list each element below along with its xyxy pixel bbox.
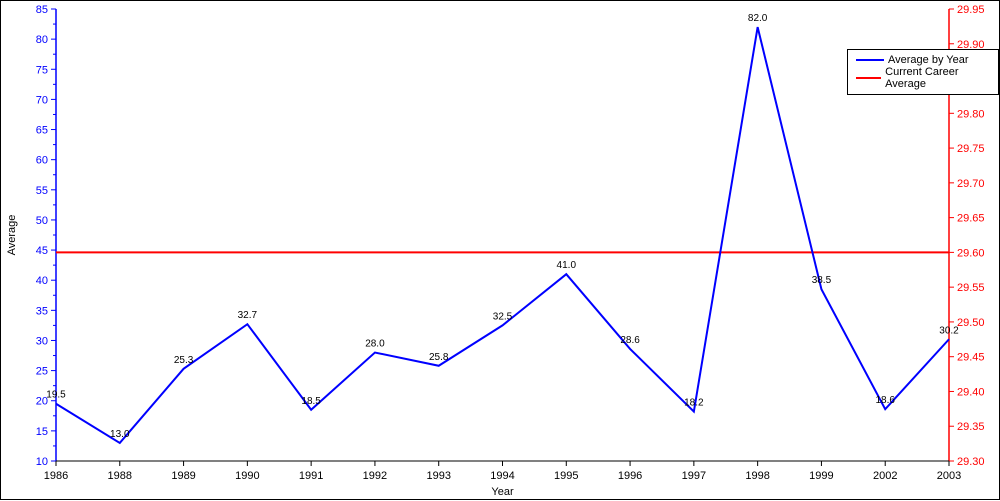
legend-row-average: Average by Year — [856, 54, 990, 66]
y-right-tick-label: 29.75 — [957, 143, 985, 155]
legend: Average by YearCurrent Career Average — [847, 49, 999, 95]
data-point-label: 41.0 — [557, 260, 577, 271]
y-right-tick-label: 29.50 — [957, 317, 985, 329]
x-tick-label: 2002 — [873, 470, 897, 482]
data-point-label: 32.7 — [238, 310, 258, 321]
legend-label-career: Current Career Average — [885, 66, 990, 90]
y-right-tick-label: 29.55 — [957, 282, 985, 294]
data-point-label: 32.5 — [493, 311, 513, 322]
data-point-label: 18.2 — [684, 398, 704, 409]
data-point-label: 18.5 — [301, 396, 321, 407]
data-point-label: 18.6 — [875, 395, 895, 406]
x-tick-label: 1999 — [809, 470, 833, 482]
x-tick-label: 1993 — [426, 470, 450, 482]
legend-swatch-career — [856, 77, 881, 79]
y-right-tick-label: 29.95 — [957, 4, 985, 16]
x-tick-label: 1986 — [44, 470, 68, 482]
y-left-tick-label: 30 — [36, 335, 48, 347]
y-axis-title: Average — [6, 215, 18, 256]
data-point-label: 28.6 — [620, 335, 640, 346]
y-right-tick-label: 29.45 — [957, 352, 985, 364]
x-tick-label: 1995 — [554, 470, 578, 482]
y-right-tick-label: 29.60 — [957, 247, 985, 259]
x-tick-label: 1996 — [618, 470, 642, 482]
data-point-label: 13.0 — [110, 429, 130, 440]
y-left-tick-label: 70 — [36, 94, 48, 106]
y-left-tick-label: 85 — [36, 4, 48, 16]
y-right-tick-label: 29.80 — [957, 108, 985, 120]
y-right-tick-label: 29.35 — [957, 421, 985, 433]
data-point-label: 28.0 — [365, 339, 385, 350]
y-left-tick-label: 45 — [36, 245, 48, 257]
y-right-tick-label: 29.40 — [957, 386, 985, 398]
legend-label-average: Average by Year — [888, 54, 969, 66]
y-right-tick-label: 29.65 — [957, 213, 985, 225]
x-tick-label: 1994 — [490, 470, 514, 482]
data-point-label: 25.3 — [174, 355, 194, 366]
x-tick-label: 1991 — [299, 470, 323, 482]
y-right-tick-label: 29.70 — [957, 178, 985, 190]
x-tick-label: 1998 — [745, 470, 769, 482]
y-left-tick-label: 35 — [36, 305, 48, 317]
x-tick-label: 1988 — [108, 470, 132, 482]
y-left-tick-label: 55 — [36, 185, 48, 197]
x-tick-label: 2003 — [937, 470, 961, 482]
y-left-tick-label: 15 — [36, 426, 48, 438]
y-left-tick-label: 80 — [36, 34, 48, 46]
y-left-tick-label: 25 — [36, 366, 48, 378]
x-tick-label: 1997 — [682, 470, 706, 482]
x-axis-title: Year — [491, 486, 514, 498]
y-left-tick-label: 50 — [36, 215, 48, 227]
data-point-label: 30.2 — [939, 325, 959, 336]
y-left-tick-label: 40 — [36, 275, 48, 287]
legend-row-career: Current Career Average — [856, 66, 990, 90]
legend-swatch-average — [856, 59, 884, 61]
y-left-tick-label: 10 — [36, 456, 48, 468]
average-by-year-line — [56, 27, 949, 443]
y-right-tick-label: 29.30 — [957, 456, 985, 468]
y-left-tick-label: 60 — [36, 155, 48, 167]
data-point-label: 38.5 — [812, 275, 832, 286]
data-point-label: 82.0 — [748, 13, 768, 24]
data-point-label: 25.8 — [429, 352, 449, 363]
x-tick-label: 1992 — [363, 470, 387, 482]
y-left-tick-label: 75 — [36, 64, 48, 76]
chart-container: 1015202530354045505560657075808529.3029.… — [0, 0, 1000, 500]
x-tick-label: 1990 — [235, 470, 259, 482]
data-point-label: 19.5 — [46, 390, 66, 401]
y-left-tick-label: 65 — [36, 125, 48, 137]
x-tick-label: 1989 — [171, 470, 195, 482]
